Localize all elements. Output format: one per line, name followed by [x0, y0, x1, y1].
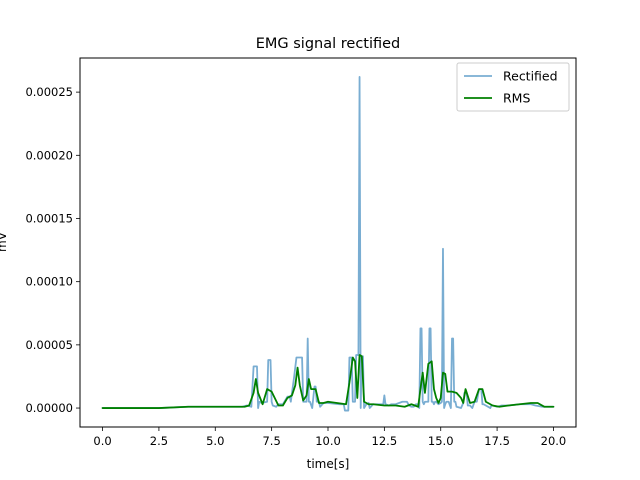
- x-tick-label: 7.5: [262, 434, 280, 448]
- x-tick-label: 2.5: [150, 434, 168, 448]
- y-axis-label: mV: [0, 231, 9, 252]
- x-tick-label: 12.5: [372, 434, 398, 448]
- x-tick-label: 0.0: [93, 434, 111, 448]
- x-axis-label: time[s]: [307, 457, 350, 471]
- plot-frame: [79, 57, 577, 428]
- x-tick-label: 20.0: [541, 434, 567, 448]
- series-line-rms: [101, 354, 555, 409]
- x-tick-label: 10.0: [315, 434, 341, 448]
- legend-label-rms: RMS: [503, 91, 530, 106]
- x-tick-label: 5.0: [206, 434, 224, 448]
- x-axis-ticks: 0.0 2.5 5.0 7.5 10.0 12.5 15.0 17.5 20.0: [93, 427, 566, 448]
- y-tick-label: 0.00010: [25, 275, 73, 289]
- plot-area: 0.0 2.5 5.0 7.5 10.0 12.5 15.0 17.5 20.0 0.00000…: [25, 57, 577, 448]
- x-tick-label: 15.0: [428, 434, 454, 448]
- legend-label-rectified: Rectified: [503, 69, 558, 84]
- y-tick-label: 0.00015: [25, 211, 73, 225]
- y-tick-label: 0.00000: [25, 401, 73, 415]
- series-layer: [101, 76, 555, 412]
- y-tick-label: 0.00025: [25, 85, 73, 99]
- y-tick-label: 0.00005: [25, 338, 73, 352]
- series-line-rectified: [101, 76, 555, 412]
- legend: Rectified RMS: [456, 62, 570, 112]
- legend-box: [456, 62, 570, 112]
- y-tick-label: 0.00020: [25, 148, 73, 162]
- y-axis-ticks: 0.00000 0.00005 0.00010 0.00015 0.00020 0.000…: [25, 85, 80, 415]
- chart-title: EMG signal rectified: [256, 36, 401, 52]
- x-tick-label: 17.5: [484, 434, 510, 448]
